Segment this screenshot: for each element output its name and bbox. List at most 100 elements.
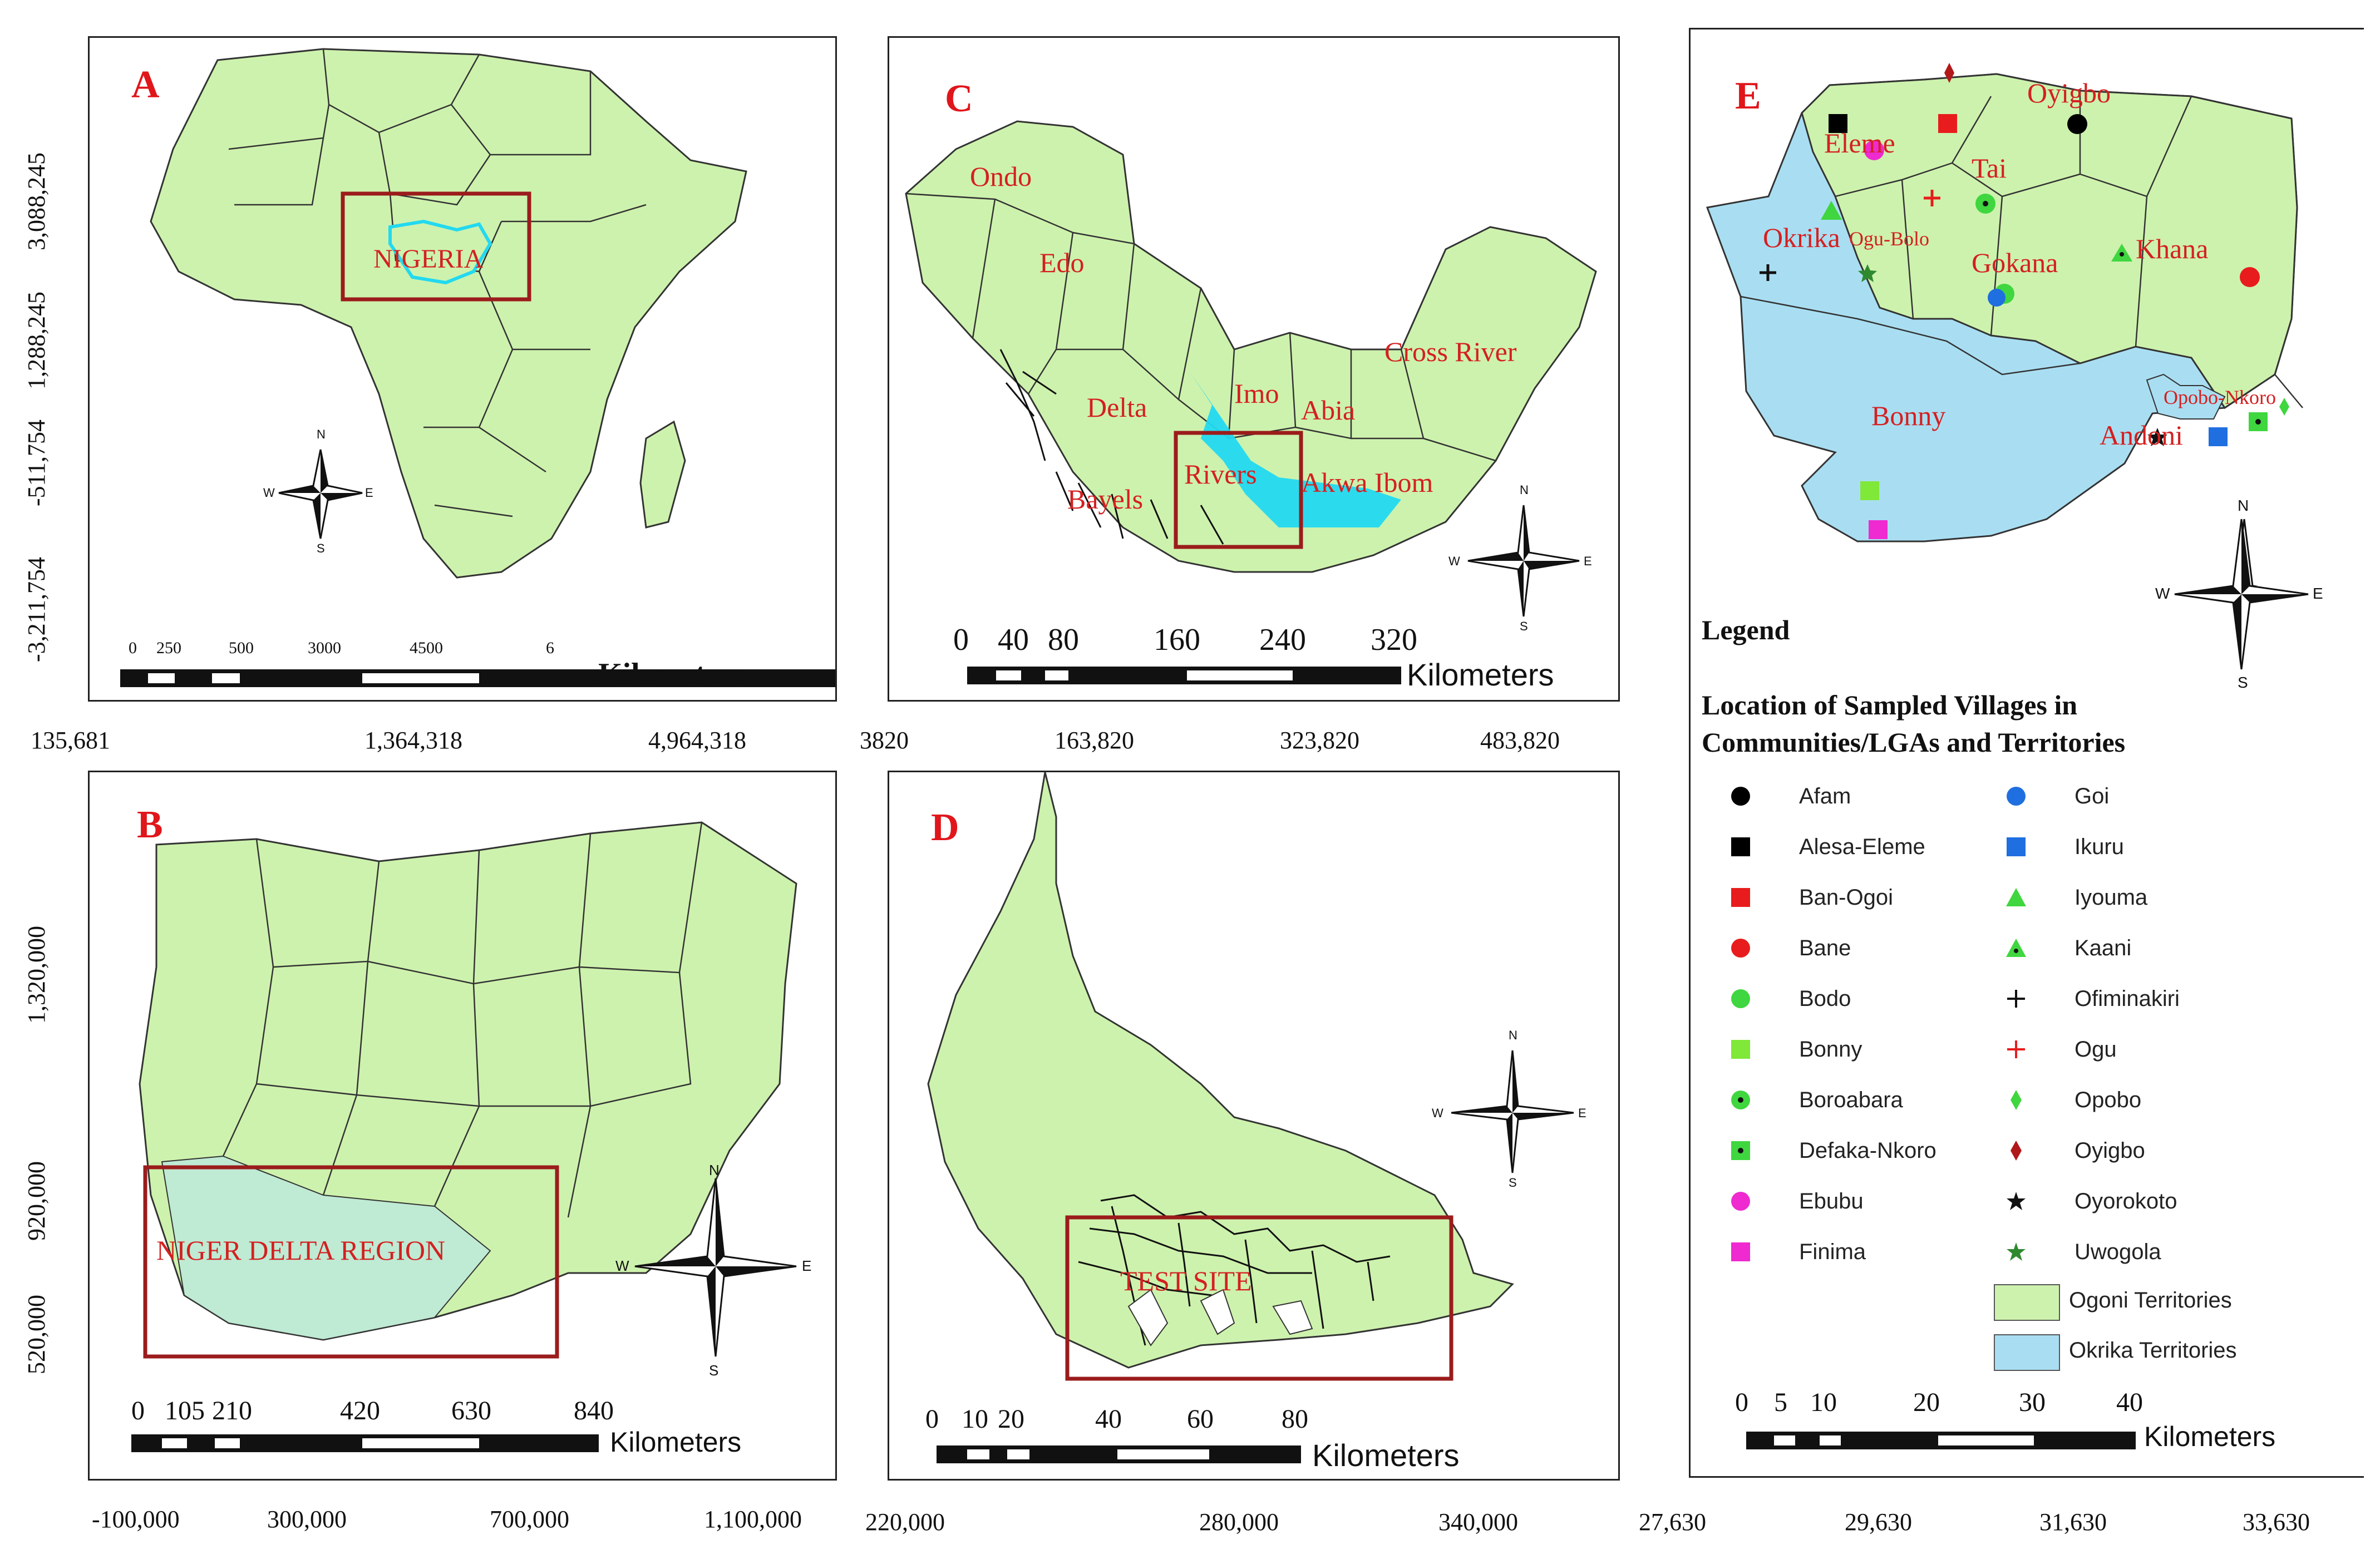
scale-unit-d: Kilometers [1312,1438,1460,1473]
compass-s: S [1520,619,1528,633]
scale-tick: 420 [340,1396,380,1425]
scale-tick: 0 [1735,1388,1748,1417]
scale-tick: 10 [1810,1388,1837,1417]
panel-c: C Ondo Edo Delta Imo Abia Cross River Ri… [888,36,1620,702]
territory-label-okrika: Okrika Territories [2069,1338,2237,1363]
place-label-gokana: Gokana [1972,247,2058,278]
place-label-ogu-bolo: Ogu-Bolo [1849,228,1929,250]
x-coord-a: 1,364,318 [364,727,462,754]
compass-rose-b [634,1178,797,1357]
legend-item-label: Ban-Ogoi [1799,885,1893,910]
y-coord-b: 920,000 [23,1161,50,1241]
x-coord-d: 220,000 [865,1508,945,1536]
scale-tick: 3000 [308,639,341,657]
legend-item-label: Ogu [2075,1037,2117,1062]
y-coord-a: -511,754 [23,419,50,506]
state-label-cross-river: Cross River [1384,336,1517,367]
territory-swatch-okrika [1994,1334,2060,1371]
scale-tick: 20 [998,1404,1024,1434]
state-label-akwa-ibom: Akwa Ibom [1301,467,1433,498]
compass-e: E [1584,554,1592,568]
legend-heading: Legend [1702,614,1790,645]
scale-tick: 30 [2019,1388,2046,1417]
scale-tick: 0 [131,1396,145,1425]
scale-unit-a: Kilometers [598,657,746,692]
compass-s: S [2238,674,2248,691]
place-label-tai: Tai [1972,152,2007,184]
x-coord-c: 323,820 [1280,727,1359,754]
panel-label-d: D [931,806,959,849]
scale-tick: 6 [546,639,554,657]
scale-tick: 4500 [410,639,443,657]
panel-label-b: B [137,803,163,846]
scale-tick: 40 [1095,1404,1122,1434]
scale-tick: 210 [212,1396,252,1425]
legend-item-label: Boroabara [1799,1088,1903,1112]
x-coord-d: 280,000 [1199,1508,1279,1536]
x-coord-c: 163,820 [1055,727,1134,754]
legend-item-label: Bonny [1799,1037,1862,1062]
place-label-okrika: Okrika [1763,222,1840,253]
scale-unit-b: Kilometers [610,1427,742,1458]
panel-label-a: A [131,63,160,106]
scale-tick: 60 [1187,1404,1214,1434]
place-label-andoni: Andoni [2100,420,2183,451]
compass-w: W [1448,554,1460,568]
scale-tick: 5 [1774,1388,1787,1417]
compass-e: E [365,486,373,500]
scale-tick: 250 [156,639,181,657]
compass-w: W [615,1257,629,1274]
legend-item-label: Finima [1799,1240,1866,1264]
scale-tick: 80 [1282,1404,1308,1434]
legend-subtitle: Location of Sampled Villages in [1702,689,2078,721]
x-coord-a: 4,964,318 [648,727,746,754]
place-label-eleme: Eleme [1824,127,1895,159]
x-coord-b: 1,100,000 [704,1506,802,1533]
place-label-oyigbo: Oyigbo [2027,77,2111,108]
compass-w: W [2155,585,2170,602]
region-label-niger-delta: NIGER DELTA REGION [156,1235,446,1266]
test-site-highlight-box [1065,1215,1453,1381]
legend-item-label: Kaani [2075,936,2132,960]
scale-unit-e: Kilometers [2144,1421,2276,1452]
region-label-test-site: TEST SITE [1120,1265,1252,1296]
compass-s: S [709,1362,719,1379]
scale-tick: 10 [962,1404,988,1434]
x-coord-e: 29,630 [1845,1508,1912,1536]
legend-item-label: Iyouma [2075,885,2148,910]
compass-n: N [1509,1028,1517,1042]
y-coord-a: 3,088,245 [23,152,50,250]
nigeria-highlight-box [341,191,531,302]
scale-tick: 0 [925,1404,939,1434]
state-label-edo: Edo [1039,247,1085,278]
compass-n: N [317,427,326,441]
legend-item-label: Ikuru [2075,835,2124,859]
panel-label-c: C [945,77,973,120]
scale-tick: 105 [165,1396,205,1425]
x-coord-e: 31,630 [2039,1508,2107,1536]
panel-a: A NIGERIA N S E W 0 250 500 3000 4500 6 [88,36,837,702]
legend-item-label: Ofiminakiri [2075,986,2180,1011]
legend-item-label: Defaka-Nkoro [1799,1138,1936,1163]
legend-item-label: Oyigbo [2075,1138,2145,1163]
compass-rose-e [2230,519,2259,586]
panel-b: B NIGER DELTA REGION N S E W 0 105 210 4… [88,771,837,1481]
x-coord-a: 135,681 [31,727,110,754]
state-label-rivers: Rivers [1184,458,1257,490]
x-coord-b: 300,000 [267,1506,347,1533]
compass-rose-d [1451,1050,1574,1173]
compass-s: S [1509,1176,1517,1190]
scale-unit-c: Kilometers [1407,657,1554,692]
panel-e: E Oyigbo Eleme Tai Okrika Ogu-Bolo Gokan… [1689,28,2364,1478]
compass-w: W [1432,1106,1443,1120]
y-coord-a: -3,211,754 [23,556,50,662]
rivers-highlight-box [1174,431,1303,549]
legend-item-label: Uwogola [2075,1240,2161,1264]
compass-s: S [317,541,325,555]
state-label-delta: Delta [1087,392,1147,423]
state-label-abia: Abia [1301,394,1356,426]
scale-tick: 500 [229,639,254,657]
scale-tick: 320 [1371,623,1417,657]
compass-rose-c [1467,505,1580,617]
state-label-ondo: Ondo [970,161,1032,192]
